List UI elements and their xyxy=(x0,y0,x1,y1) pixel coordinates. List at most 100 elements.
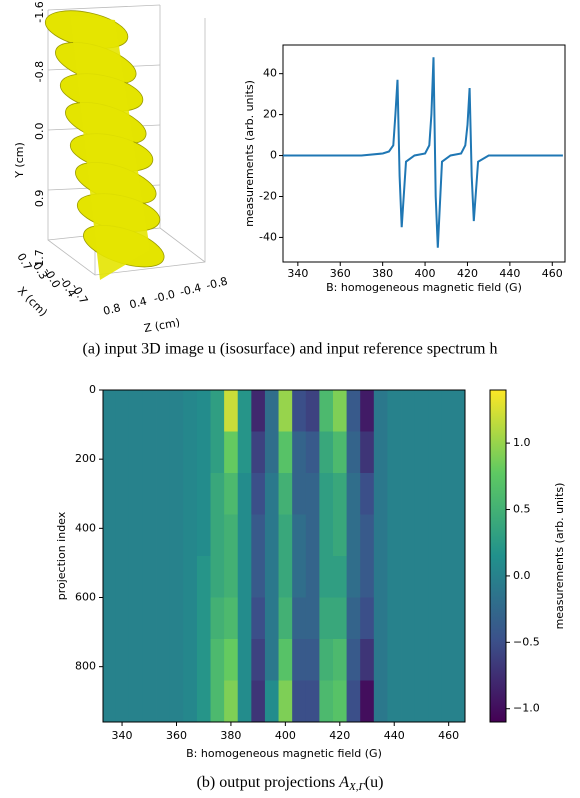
heatmap-cell xyxy=(278,431,293,474)
heatmap-cell xyxy=(115,514,130,557)
colorbar-tick-label: 0.0 xyxy=(513,569,531,582)
heatmap-cell xyxy=(346,680,361,722)
heatmap-cell xyxy=(346,473,361,515)
heatmap-cell xyxy=(319,473,334,515)
heatmap-cell xyxy=(319,680,334,722)
heatmap-cell xyxy=(401,473,416,515)
heatmap-cell xyxy=(332,556,348,598)
heatmap-cell xyxy=(115,680,130,722)
heatmap-cell xyxy=(196,597,211,640)
heatmap-cell xyxy=(169,514,184,557)
heatmap-cell xyxy=(305,556,320,598)
heatmap-cell xyxy=(319,431,334,474)
y-axis-label: measurements (arb. units) xyxy=(243,80,256,227)
heatmap-cell xyxy=(224,639,239,681)
heatmap-cells xyxy=(103,390,465,722)
heatmap-cell xyxy=(292,556,307,598)
heatmap-cell xyxy=(373,390,388,432)
x-tick-label: 420 xyxy=(329,729,350,742)
heatmap-cell xyxy=(441,597,456,640)
colorbar-tick-label: −1.0 xyxy=(513,702,540,715)
heatmap-cell xyxy=(210,597,225,640)
heatmap-cell xyxy=(292,680,307,722)
heatmap-cell xyxy=(455,639,465,681)
y-tick-label: 0 xyxy=(89,383,96,396)
heatmap-cell xyxy=(142,639,157,681)
heatmap-cell xyxy=(156,514,171,557)
x-tick-label: 380 xyxy=(220,729,241,742)
heatmap-cell xyxy=(251,597,266,640)
heatmap-cell xyxy=(373,431,388,474)
heatmap-cell xyxy=(169,431,184,474)
heatmap-cell xyxy=(103,390,116,432)
heatmap-cell xyxy=(455,556,465,598)
heatmap-cell xyxy=(196,431,211,474)
heatmap-cell xyxy=(455,390,465,432)
heatmap-cell xyxy=(292,639,307,681)
heatmap-cell xyxy=(142,556,157,598)
x-tick-label: 400 xyxy=(415,267,436,280)
heatmap-cell xyxy=(305,597,320,640)
heatmap-cell xyxy=(455,514,465,557)
heatmap-cell xyxy=(292,597,307,640)
spectrum-line xyxy=(283,57,563,248)
heatmap-cell xyxy=(196,390,211,432)
heatmap-cell xyxy=(332,597,348,640)
heatmap-cell xyxy=(428,514,443,557)
plot-frame xyxy=(282,44,566,263)
heatmap-cell xyxy=(251,390,266,432)
caption-b: (b) output projections AX,Γ(u) xyxy=(197,774,384,793)
heatmap-cell xyxy=(251,473,266,515)
heatmap-cell xyxy=(401,431,416,474)
z-tick-label: 0.4 xyxy=(128,295,148,312)
heatmap-cell xyxy=(346,390,361,432)
plot-frame xyxy=(102,389,466,723)
heatmap-cell xyxy=(387,556,402,598)
heatmap-cell xyxy=(441,556,456,598)
heatmap-cell xyxy=(387,514,402,557)
x-axis-label: B: homogeneous magnetic field (G) xyxy=(186,747,382,760)
x-tick-label: 460 xyxy=(438,729,459,742)
heatmap-cell xyxy=(183,390,198,432)
heatmap-cell xyxy=(237,390,252,432)
heatmap-cell xyxy=(103,556,116,598)
heatmap-cell xyxy=(455,597,465,640)
heatmap-cell xyxy=(387,680,402,722)
heatmap-cell xyxy=(414,514,429,557)
heatmap-cell xyxy=(251,514,266,557)
heatmap-cell xyxy=(142,390,157,432)
y-tick-label: 20 xyxy=(263,108,277,121)
heatmap-cell xyxy=(455,431,465,474)
heatmap-cell xyxy=(128,431,143,474)
y-tick-label: 200 xyxy=(75,452,96,465)
heatmap-cell xyxy=(414,680,429,722)
x-tick-label: 460 xyxy=(542,267,563,280)
y-tick-label: -40 xyxy=(259,230,277,243)
heatmap-cell xyxy=(169,390,184,432)
heatmap-cell xyxy=(319,514,334,557)
heatmap-cell xyxy=(183,680,198,722)
heatmap-cell xyxy=(319,597,334,640)
heatmap-cell xyxy=(103,639,116,681)
heatmap-cell xyxy=(305,680,320,722)
heatmap-cell xyxy=(224,680,239,722)
heatmap-cell xyxy=(224,597,239,640)
heatmap-cell xyxy=(319,390,334,432)
heatmap-cell xyxy=(373,597,388,640)
heatmap-cell xyxy=(441,473,456,515)
heatmap-cell xyxy=(360,597,375,640)
x-tick-label: 400 xyxy=(275,729,296,742)
heatmap-cell xyxy=(237,680,252,722)
heatmap-cell xyxy=(428,390,443,432)
heatmap-cell xyxy=(441,680,456,722)
heatmap-cell xyxy=(183,514,198,557)
heatmap-cell xyxy=(305,390,320,432)
z-tick-label: -0.4 xyxy=(179,281,203,299)
y-axis-label: projection index xyxy=(55,511,68,600)
heatmap-cell xyxy=(169,680,184,722)
heatmap-cell xyxy=(103,680,116,722)
heatmap-cell xyxy=(264,514,279,557)
heatmap-cell xyxy=(278,639,293,681)
heatmap-cell xyxy=(264,390,279,432)
y-tick-label: -20 xyxy=(259,189,277,202)
